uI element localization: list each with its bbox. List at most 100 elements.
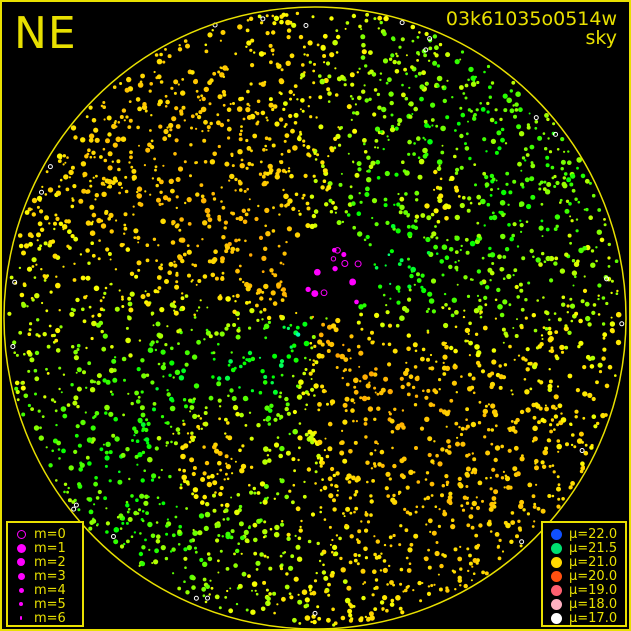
star-point: [209, 159, 216, 165]
star-point: [236, 328, 241, 333]
star-point: [278, 213, 281, 216]
star-point: [299, 108, 302, 111]
star-point: [568, 202, 572, 206]
star-point: [547, 383, 553, 389]
star-point: [518, 528, 522, 532]
star-point: [160, 468, 163, 472]
star-field: [7, 11, 625, 627]
star-point: [330, 148, 335, 153]
bright-star-marker: [313, 268, 321, 276]
star-point: [424, 478, 428, 481]
star-point: [312, 148, 315, 152]
star-point: [486, 202, 491, 207]
star-point: [489, 194, 493, 197]
star-point: [352, 160, 355, 163]
star-point: [286, 536, 291, 541]
star-point: [582, 246, 587, 251]
star-point: [233, 366, 237, 370]
star-point: [476, 221, 480, 225]
star-point: [212, 357, 216, 361]
star-point: [149, 342, 154, 347]
star-point: [203, 160, 208, 164]
star-point: [44, 193, 48, 196]
star-point: [266, 315, 272, 321]
star-point: [312, 359, 315, 362]
star-point: [583, 208, 586, 211]
star-point: [501, 213, 505, 218]
star-point: [300, 519, 303, 523]
star-point: [614, 259, 619, 264]
star-point: [286, 226, 292, 232]
star-point: [296, 136, 302, 142]
star-point: [319, 456, 324, 461]
star-point: [481, 499, 484, 503]
star-point: [361, 395, 368, 402]
star-point: [338, 182, 343, 187]
star-point: [193, 383, 200, 389]
star-point: [304, 597, 310, 603]
star-point: [306, 53, 309, 57]
star-point: [93, 285, 100, 292]
bright-star-marker: [330, 256, 337, 262]
star-point: [433, 583, 436, 586]
star-point: [430, 459, 435, 464]
star-point: [111, 160, 115, 163]
star-point: [472, 572, 476, 575]
star-point: [77, 482, 82, 487]
star-point: [191, 575, 196, 581]
star-point: [102, 443, 105, 446]
star-point: [237, 317, 240, 320]
star-point: [477, 202, 481, 206]
star-point: [550, 404, 556, 410]
star-point: [505, 522, 511, 529]
star-point: [388, 477, 392, 481]
star-point: [414, 219, 418, 223]
star-point: [567, 330, 572, 335]
star-point: [62, 373, 66, 376]
star-point: [516, 124, 522, 130]
star-point: [478, 298, 482, 302]
star-point: [446, 79, 449, 82]
star-point: [112, 85, 117, 89]
star-point: [442, 354, 448, 360]
star-point: [59, 325, 63, 329]
star-point: [218, 405, 222, 408]
star-point: [353, 401, 356, 404]
star-point: [212, 151, 217, 157]
star-point: [292, 428, 299, 435]
star-point: [276, 168, 282, 174]
star-point: [485, 476, 488, 480]
star-point: [553, 227, 558, 232]
star-point: [140, 422, 146, 428]
star-point: [496, 130, 502, 136]
star-point: [425, 236, 431, 243]
star-point: [39, 426, 42, 430]
star-point: [486, 110, 490, 114]
star-point: [553, 428, 556, 431]
star-point: [530, 163, 536, 169]
star-point: [525, 153, 530, 157]
star-point: [481, 570, 485, 575]
star-point: [601, 356, 606, 361]
frame-id: 03k61035o0514w: [445, 8, 617, 30]
star-point: [330, 483, 334, 487]
star-point: [614, 374, 617, 377]
star-point: [360, 55, 366, 60]
star-point: [131, 174, 137, 181]
star-point: [179, 486, 183, 490]
star-point: [145, 511, 150, 515]
star-point: [564, 345, 569, 350]
star-point: [310, 620, 313, 624]
star-point: [459, 567, 463, 571]
star-point: [201, 586, 207, 592]
star-point: [265, 231, 271, 237]
star-point: [136, 463, 139, 466]
star-point: [306, 206, 311, 211]
star-point: [419, 599, 423, 603]
star-point: [319, 464, 323, 468]
star-point: [318, 74, 322, 78]
star-point: [307, 539, 312, 544]
star-point: [233, 563, 238, 568]
star-point: [89, 204, 95, 210]
star-point: [246, 89, 250, 94]
